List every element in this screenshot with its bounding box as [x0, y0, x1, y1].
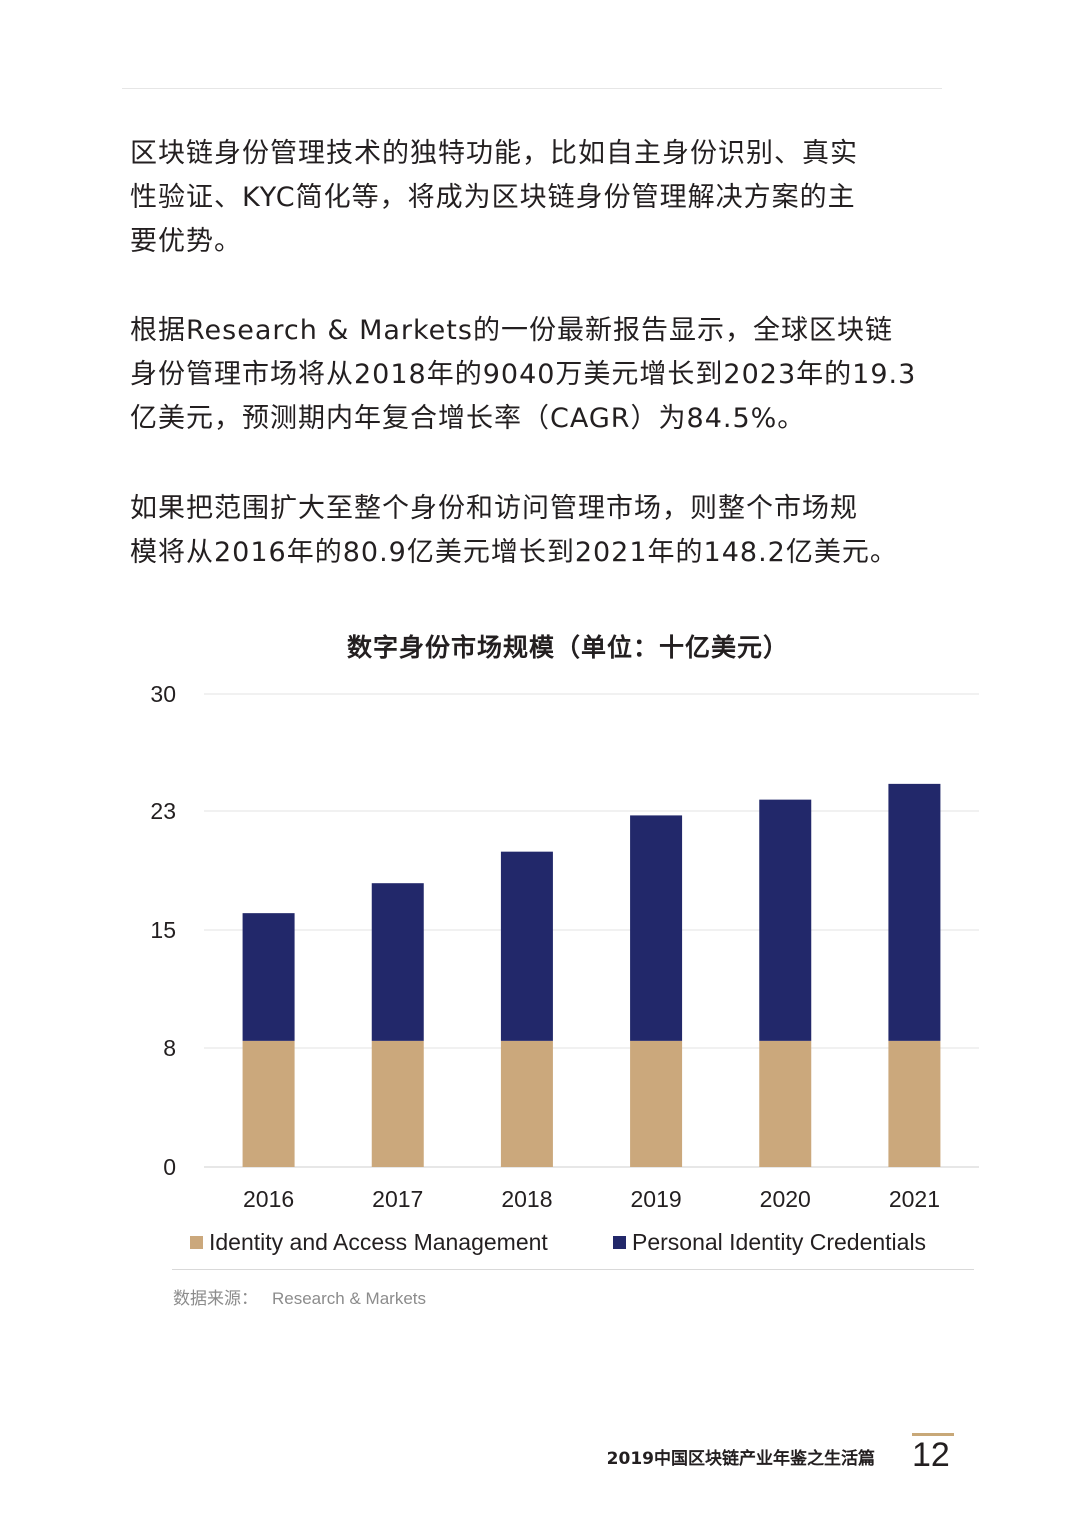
legend-label-iam: Identity and Access Management	[209, 1229, 548, 1255]
bar-identity-access-management	[888, 1040, 941, 1167]
legend-label-pic: Personal Identity Credentials	[632, 1229, 927, 1255]
chart-title: 数字身份市场规模（单位：十亿美元）	[346, 633, 789, 662]
bar-personal-identity-credentials	[242, 913, 295, 1041]
paragraph-line: 要优势。	[130, 226, 242, 257]
y-tick-label: 23	[150, 798, 176, 824]
bar-personal-identity-credentials	[371, 883, 424, 1041]
paragraph-1: 区块链身份管理技术的独特功能，比如自主身份识别、真实 性验证、KYC简化等，将成…	[130, 132, 950, 264]
bar-identity-access-management	[500, 1040, 553, 1167]
bar-personal-identity-credentials	[500, 851, 553, 1041]
stacked-bar-chart: 0 8 15 23 30 2016 2017 2018 2019 2020 2021	[150, 681, 979, 1212]
bar-personal-identity-credentials	[630, 815, 683, 1041]
chart-legend: Identity and Access Management Personal …	[0, 1229, 1080, 1261]
bar-identity-access-management	[371, 1040, 424, 1167]
paragraph-line: 区块链身份管理技术的独特功能，比如自主身份识别、真实	[130, 138, 858, 169]
paragraph-line: 亿美元，预测期内年复合增长率（CAGR）为84.5%。	[130, 403, 806, 434]
y-tick-label: 15	[150, 917, 176, 943]
data-source: 数据来源： Research & Markets	[173, 1284, 426, 1309]
x-tick-label: 2019	[630, 1186, 681, 1212]
bar-identity-access-management	[759, 1040, 812, 1167]
page-number: 12	[912, 1436, 950, 1474]
paragraph-3: 如果把范围扩大至整个身份和访问管理市场，则整个市场规 模将从2016年的80.9…	[130, 487, 950, 575]
legend-swatch-pic	[613, 1236, 626, 1249]
paragraph-line: 模将从2016年的80.9亿美元增长到2021年的148.2亿美元。	[130, 537, 898, 568]
legend-swatch-iam	[190, 1236, 203, 1249]
bar-personal-identity-credentials	[759, 799, 812, 1041]
top-divider	[122, 88, 942, 89]
paragraph-line: 如果把范围扩大至整个身份和访问管理市场，则整个市场规	[130, 493, 858, 524]
legend-item-pic: Personal Identity Credentials	[613, 1229, 926, 1256]
y-tick-label: 8	[163, 1035, 176, 1061]
bar-identity-access-management	[242, 1040, 295, 1167]
bar-identity-access-management	[630, 1040, 683, 1167]
legend-divider	[172, 1269, 974, 1270]
x-tick-label: 2017	[372, 1186, 423, 1212]
x-tick-label: 2016	[243, 1186, 294, 1212]
paragraph-line: 身份管理市场将从2018年的9040万美元增长到2023年的19.3	[130, 359, 917, 390]
bar-personal-identity-credentials	[888, 783, 941, 1041]
source-label: 数据来源：	[173, 1289, 258, 1308]
source-value: Research & Markets	[272, 1289, 426, 1308]
page-number-accent	[912, 1433, 954, 1436]
paragraph-2: 根据Research & Markets的一份最新报告显示，全球区块链 身份管理…	[130, 309, 950, 441]
y-tick-label: 0	[163, 1154, 176, 1180]
paragraph-line: 性验证、KYC简化等，将成为区块链身份管理解决方案的主	[130, 182, 856, 213]
x-tick-label: 2021	[889, 1186, 940, 1212]
legend-item-iam: Identity and Access Management	[190, 1229, 548, 1256]
y-tick-label: 30	[150, 681, 176, 707]
x-tick-label: 2018	[501, 1186, 552, 1212]
x-tick-label: 2020	[760, 1186, 811, 1212]
footer-title: 2019中国区块链产业年鉴之生活篇	[606, 1449, 875, 1469]
paragraph-line: 根据Research & Markets的一份最新报告显示，全球区块链	[130, 315, 893, 346]
